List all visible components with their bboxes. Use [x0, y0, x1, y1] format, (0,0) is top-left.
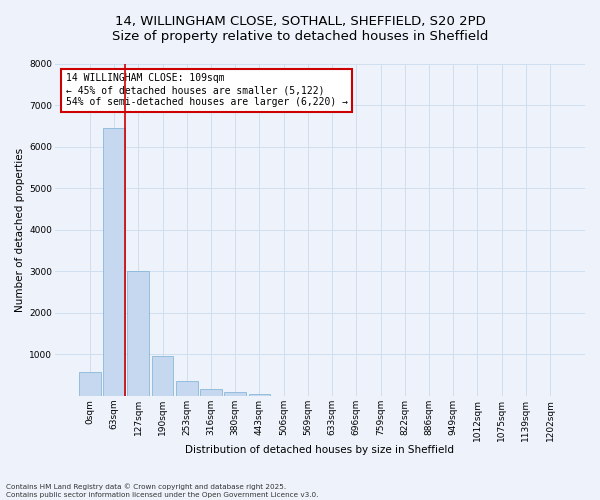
Text: Contains HM Land Registry data © Crown copyright and database right 2025.
Contai: Contains HM Land Registry data © Crown c… — [6, 484, 319, 498]
Bar — [200, 390, 222, 396]
Bar — [176, 381, 197, 396]
Bar — [224, 392, 246, 396]
Bar — [152, 356, 173, 396]
X-axis label: Distribution of detached houses by size in Sheffield: Distribution of detached houses by size … — [185, 445, 454, 455]
Bar — [103, 128, 125, 396]
Text: 14 WILLINGHAM CLOSE: 109sqm
← 45% of detached houses are smaller (5,122)
54% of : 14 WILLINGHAM CLOSE: 109sqm ← 45% of det… — [65, 74, 347, 106]
Bar — [248, 394, 271, 396]
Bar — [79, 372, 101, 396]
Y-axis label: Number of detached properties: Number of detached properties — [15, 148, 25, 312]
Text: 14, WILLINGHAM CLOSE, SOTHALL, SHEFFIELD, S20 2PD
Size of property relative to d: 14, WILLINGHAM CLOSE, SOTHALL, SHEFFIELD… — [112, 15, 488, 43]
Bar — [127, 272, 149, 396]
